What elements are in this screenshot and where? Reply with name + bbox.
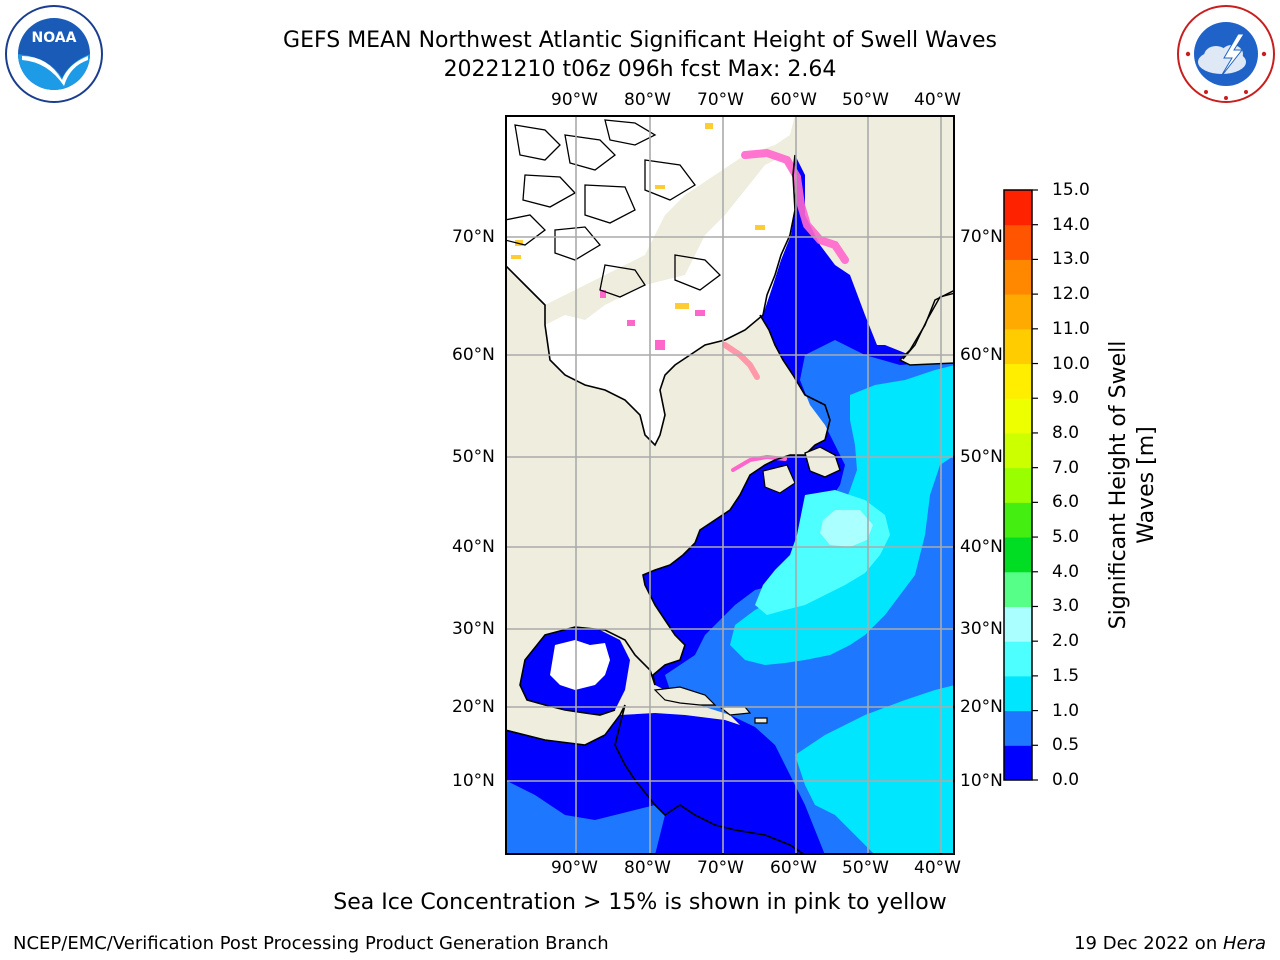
- sea-ice-edge-labrador: [722, 342, 760, 380]
- sea-ice-edge: [741, 148, 849, 264]
- colorbar-swatch: [1004, 328, 1032, 365]
- footer-host: Hera: [1222, 933, 1266, 954]
- lat-tick-right: 50°N: [960, 447, 1003, 467]
- colorbar-tick-label: 10.0: [1052, 353, 1090, 374]
- colorbar-tick-label: 15.0: [1052, 180, 1090, 200]
- lat-tick-left: 50°N: [452, 447, 495, 467]
- noaa-logo: NOAA: [5, 5, 103, 103]
- lat-tick-right: 20°N: [960, 697, 1003, 717]
- noaa-logo-text: NOAA: [32, 30, 77, 46]
- lon-tick-bottom: 60°W: [770, 858, 817, 878]
- footer-date-text: 19 Dec 2022 on: [1074, 933, 1223, 954]
- colorbar-tick-label: 1.0: [1052, 700, 1080, 721]
- colorbar-tick-label: 4.0: [1052, 561, 1080, 582]
- footer-credit: NCEP/EMC/Verification Post Processing Pr…: [13, 933, 609, 954]
- lon-tick-bottom: 50°W: [842, 858, 889, 878]
- colorbar-swatch: [1004, 641, 1032, 677]
- lon-tick-top: 70°W: [697, 90, 744, 110]
- lat-tick-left: 40°N: [452, 537, 495, 557]
- colorbar-tick-label: 6.0: [1052, 492, 1080, 513]
- lat-tick-left: 30°N: [452, 619, 495, 639]
- lat-tick-right: 70°N: [960, 227, 1003, 247]
- gulf-stlawrence-island: [762, 464, 796, 494]
- colorbar-swatch: [1004, 190, 1032, 226]
- central-america-coast: [505, 704, 806, 855]
- lon-tick-top: 50°W: [842, 90, 889, 110]
- colorbar-swatch: [1004, 502, 1032, 538]
- lon-tick-top: 90°W: [551, 90, 598, 110]
- chart-title: GEFS MEAN Northwest Atlantic Significant…: [0, 26, 1280, 84]
- north-america-coastline: [505, 154, 796, 447]
- colorbar-tick-label: 11.0: [1052, 318, 1090, 339]
- colorbar: [1003, 189, 1038, 781]
- graticule: [505, 115, 955, 855]
- colorbar-swatch: [1004, 710, 1032, 746]
- lon-tick-bottom: 80°W: [624, 858, 671, 878]
- gulf-coast: [519, 626, 656, 716]
- swell-1.0-1.5-south: [795, 685, 955, 855]
- colorbar-tick-label: 14.0: [1052, 214, 1090, 235]
- lat-tick-left: 20°N: [452, 697, 495, 717]
- map-frame: [505, 115, 955, 855]
- lat-tick-left: 60°N: [452, 345, 495, 365]
- colorbar-swatch: [1004, 675, 1032, 712]
- sea-ice-pink-fringe: [600, 290, 705, 350]
- colorbar-swatch: [1004, 571, 1032, 607]
- greenland-outline: [902, 292, 955, 360]
- sea-ice-edge-gulf-stlawrence: [731, 454, 787, 472]
- lat-tick-left: 70°N: [452, 227, 495, 247]
- colorbar-tick-label: 0.5: [1052, 735, 1080, 756]
- swell-2.0-3.0: [820, 510, 873, 547]
- lon-tick-top: 40°W: [914, 90, 961, 110]
- colorbar-title: Significant Height of Swell Waves [m]: [1106, 340, 1159, 630]
- lat-tick-right: 30°N: [960, 619, 1003, 639]
- title-line-1: GEFS MEAN Northwest Atlantic Significant…: [283, 28, 997, 53]
- colorbar-swatch: [1004, 224, 1032, 260]
- lat-tick-right: 10°N: [960, 771, 1003, 791]
- colorbar-frame: [1003, 189, 1033, 781]
- colorbar-tick-label: 5.0: [1052, 527, 1080, 548]
- colorbar-tick-label: 0.0: [1052, 770, 1080, 790]
- colorbar-swatch: [1004, 606, 1032, 642]
- colorbar-swatch: [1004, 294, 1032, 330]
- footer-date: 19 Dec 2022 on Hera: [1074, 933, 1266, 954]
- lon-tick-top: 60°W: [770, 90, 817, 110]
- nws-logo: [1177, 5, 1275, 103]
- colorbar-swatch: [1004, 537, 1032, 573]
- colorbar-swatch: [1004, 398, 1032, 434]
- lon-tick-bottom: 90°W: [551, 858, 598, 878]
- lon-tick-top: 80°W: [624, 90, 671, 110]
- map-panel: [505, 115, 955, 855]
- colorbar-tick-label: 13.0: [1052, 249, 1090, 270]
- hudson-bay: [545, 155, 795, 445]
- colorbar-tick-label: 9.0: [1052, 388, 1080, 409]
- eastern-pacific: [505, 780, 665, 855]
- lon-tick-bottom: 40°W: [914, 858, 961, 878]
- title-line-2: 20221210 t06z 096h fcst Max: 2.64: [443, 57, 837, 82]
- lon-tick-bottom: 70°W: [697, 858, 744, 878]
- colorbar-tick-label: 12.0: [1052, 284, 1090, 305]
- sea-ice-note: Sea Ice Concentration > 15% is shown in …: [333, 890, 947, 915]
- colorbar-tick-label: 2.0: [1052, 631, 1080, 652]
- colorbar-tick-label: 8.0: [1052, 422, 1080, 443]
- colorbar-tick-label: 1.5: [1052, 665, 1080, 686]
- colorbar-tick-label: 3.0: [1052, 596, 1080, 617]
- lat-tick-right: 60°N: [960, 345, 1003, 365]
- lat-tick-left: 10°N: [452, 771, 495, 791]
- colorbar-swatch: [1004, 363, 1032, 399]
- gulf-white-patch: [550, 640, 610, 690]
- labrador-coast: [642, 314, 831, 686]
- colorbar-tick-label: 7.0: [1052, 457, 1080, 478]
- colorbar-swatch: [1004, 259, 1032, 295]
- newfoundland: [804, 446, 841, 478]
- caribbean-islands: [653, 686, 768, 724]
- colorbar-swatch: [1004, 745, 1032, 781]
- colorbar-swatch: [1004, 467, 1032, 503]
- arctic-islands: [505, 119, 721, 298]
- colorbar-swatch: [1004, 432, 1032, 469]
- lat-tick-right: 40°N: [960, 537, 1003, 557]
